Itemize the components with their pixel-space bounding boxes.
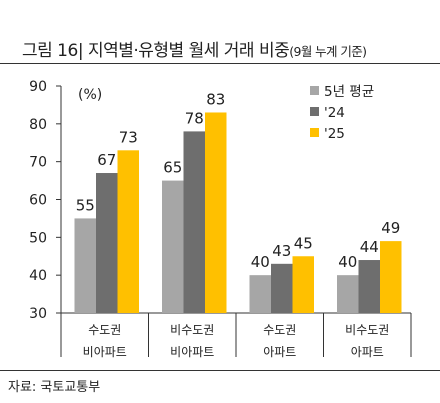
category-label: 수도권 [263,323,296,337]
top-rule [0,63,440,64]
data-label: 43 [272,242,291,260]
bar [183,131,205,313]
bar [271,263,293,313]
bar [249,275,271,313]
data-label: 40 [251,253,270,271]
data-label: 78 [185,109,204,127]
legend-label: 5년 평균 [324,84,374,100]
y-tick-label: 80 [29,117,47,133]
y-tick-label: 70 [29,155,47,171]
source-note: 자료: 국토교통부 [8,380,101,395]
bar [358,260,380,313]
legend-swatch [310,86,319,95]
data-label: 40 [338,253,357,271]
bar [292,256,314,313]
category-label: 비수도권 [170,323,214,337]
legend-label: '25 [324,126,345,142]
y-tick-label: 60 [29,193,47,209]
bar [162,180,184,313]
category-label: 비아파트 [83,345,127,359]
data-label: 67 [97,151,116,169]
legend-swatch [310,107,319,116]
data-label: 83 [206,90,225,108]
category-label: 비수도권 [345,323,389,337]
figure-header: 그림 16| 지역별·유형별 월세 거래 비중(9월 누계 기준) [0,0,440,68]
title-note: (9월 누계 기준) [289,44,367,59]
bar [337,275,359,313]
bar [117,150,139,313]
category-label: 비아파트 [170,345,214,359]
y-tick-label: 90 [29,79,47,95]
legend-swatch [310,128,319,137]
unit-label: (%) [78,87,102,103]
category-label: 아파트 [351,345,384,359]
category-label: 아파트 [263,345,296,359]
category-label: 수도권 [88,323,121,337]
y-tick-label: 30 [29,306,47,322]
legend-label: '24 [324,105,345,121]
bar [96,173,118,313]
y-tick-label: 40 [29,268,47,284]
data-label: 65 [163,159,182,177]
data-label: 45 [294,234,313,252]
data-label: 73 [119,128,138,146]
data-label: 55 [76,196,95,214]
y-tick-label: 50 [29,230,47,246]
title-main: 그림 16| 지역별·유형별 월세 거래 비중 [22,41,290,61]
bottom-rule [0,370,440,371]
data-label: 49 [381,219,400,237]
bar [380,241,402,313]
bar [205,112,227,313]
data-label: 44 [360,238,379,256]
bar [74,218,96,313]
figure-title: 그림 16| 지역별·유형별 월세 거래 비중(9월 누계 기준) [22,36,367,61]
